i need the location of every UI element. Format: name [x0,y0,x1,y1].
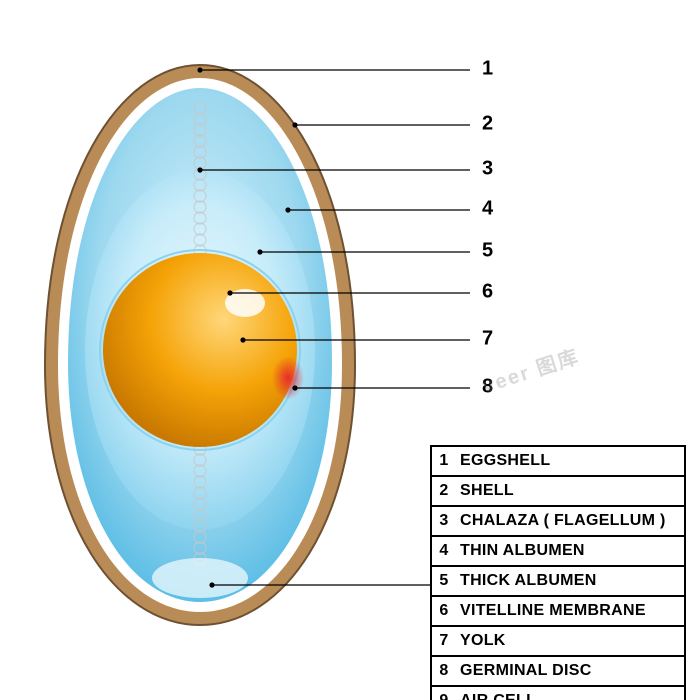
legend-row: 1 EGGSHELL [432,447,684,477]
legend-number: 4 [436,542,452,560]
legend-row: 2 SHELL [432,477,684,507]
legend-text: CHALAZA ( FLAGELLUM ) [460,512,666,530]
legend-text: YOLK [460,632,506,650]
legend-number: 2 [436,482,452,500]
legend-row: 5 THICK ALBUMEN [432,567,684,597]
legend-number: 8 [436,662,452,680]
legend-number: 5 [436,572,452,590]
legend-text: VITELLINE MEMBRANE [460,602,646,620]
legend-row: 4 THIN ALBUMEN [432,537,684,567]
germinal-disc [272,356,304,400]
legend-row: 7 YOLK [432,627,684,657]
air-cell [152,558,248,598]
legend-row: 8 GERMINAL DISC [432,657,684,687]
legend-text: AIR CELL [460,692,536,700]
legend-number: 9 [436,692,452,700]
legend-table: 1 EGGSHELL 2 SHELL 3 CHALAZA ( FLAGELLUM ) 4 TH… [430,445,686,700]
legend-row: 6 VITELLINE MEMBRANE [432,597,684,627]
legend-row: 3 CHALAZA ( FLAGELLUM ) [432,507,684,537]
legend-number: 1 [436,452,452,470]
legend-text: EGGSHELL [460,452,550,470]
legend-text: SHELL [460,482,514,500]
legend-text: GERMINAL DISC [460,662,592,680]
legend-text: THIN ALBUMEN [460,542,585,560]
yolk [103,253,297,447]
legend-text: THICK ALBUMEN [460,572,597,590]
egg-group [45,65,355,625]
legend-number: 3 [436,512,452,530]
legend-row: 9 AIR CELL [432,687,684,700]
legend-number: 7 [436,632,452,650]
legend-number: 6 [436,602,452,620]
